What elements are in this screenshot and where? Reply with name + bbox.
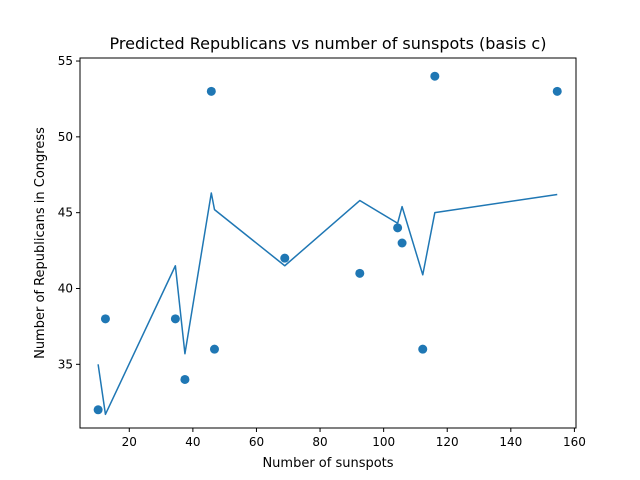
- x-tick-label: 140: [499, 435, 522, 449]
- axes-frame: [79, 57, 577, 429]
- data-point-12: [430, 71, 440, 81]
- x-tick-label: 160: [563, 435, 586, 449]
- x-tick-label: 60: [249, 435, 264, 449]
- y-axis-ticks: 35 40 45 50 55: [58, 54, 80, 371]
- data-point-10: [397, 238, 407, 248]
- data-point-4: [180, 374, 190, 384]
- axes: 20 40 60 80 100 120 140 160 35 40 45 50 55: [58, 54, 586, 449]
- x-tick-label: 120: [436, 435, 459, 449]
- x-tick-label: 100: [372, 435, 395, 449]
- x-tick-label: 80: [312, 435, 327, 449]
- y-tick-label: 50: [58, 130, 73, 144]
- chart-title: Predicted Republicans vs number of sunsp…: [110, 34, 547, 53]
- data-point-13: [552, 86, 562, 96]
- data-point-1: [93, 405, 103, 415]
- x-axis-label: Number of sunspots: [262, 456, 393, 471]
- data-point-9: [393, 223, 403, 233]
- data-point-6: [209, 344, 219, 354]
- y-tick-label: 45: [58, 206, 73, 220]
- plot-area: [93, 71, 562, 416]
- data-point-5: [206, 86, 216, 96]
- data-point-11: [418, 344, 428, 354]
- data-point-3: [170, 314, 180, 324]
- data-point-2: [100, 314, 110, 324]
- x-tick-label: 40: [185, 435, 200, 449]
- series-line: [97, 192, 558, 416]
- y-tick-label: 40: [58, 281, 73, 295]
- data-point-7: [280, 253, 290, 263]
- data-point-8: [355, 268, 365, 278]
- y-tick-label: 35: [58, 357, 73, 371]
- x-axis-ticks: 20 40 60 80 100 120 140 160: [122, 428, 586, 449]
- y-axis-label: Number of Republicans in Congress: [33, 127, 48, 359]
- x-tick-label: 20: [122, 435, 137, 449]
- y-tick-label: 55: [58, 54, 73, 68]
